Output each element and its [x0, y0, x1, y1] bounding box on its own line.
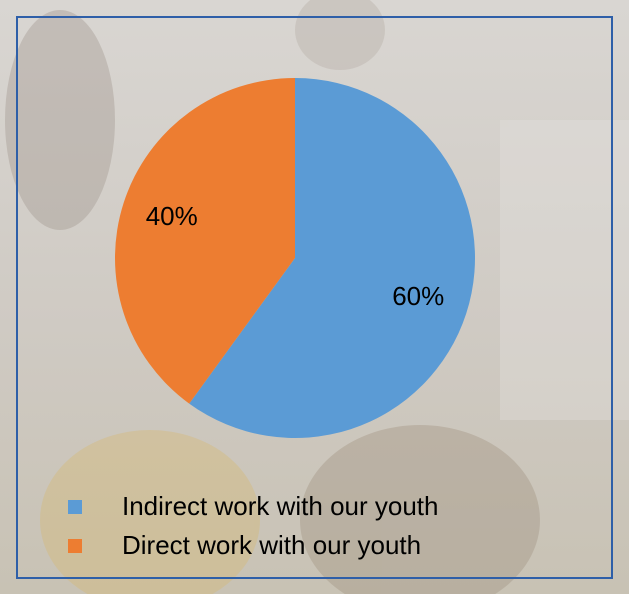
legend-label: Indirect work with our youth [122, 491, 438, 521]
data-label: 60% [392, 281, 444, 311]
legend-label: Direct work with our youth [122, 530, 421, 560]
legend-swatch [68, 500, 82, 514]
pie: 60% 40% [115, 78, 475, 438]
chart: 60% 40% Indirect work with our youth Direc… [0, 0, 629, 594]
legend-swatch [68, 539, 82, 553]
data-label: 40% [146, 201, 198, 231]
